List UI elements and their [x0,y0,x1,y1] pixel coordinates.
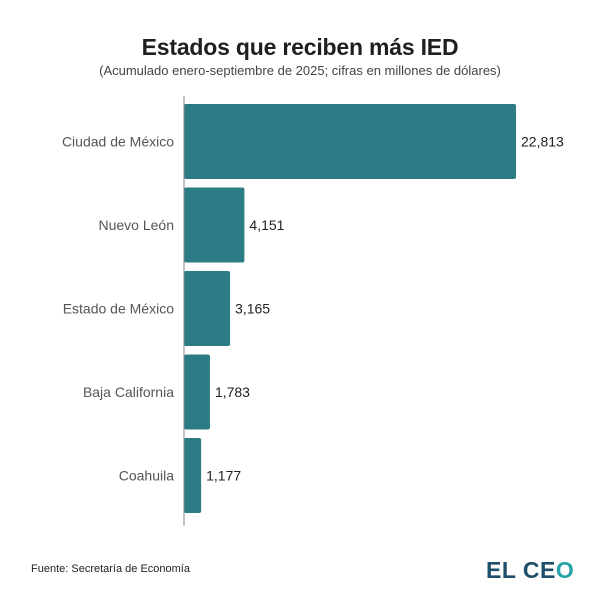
category-label: Coahuila [119,468,174,484]
category-label: Estado de México [63,301,174,317]
value-label: 1,783 [215,384,250,400]
category-label: Nuevo León [98,217,174,233]
value-label: 22,813 [521,134,564,150]
value-label: 4,151 [249,217,284,233]
bar-3 [184,354,210,430]
bar-4 [184,438,202,513]
el-ceo-logo: EL CEO [486,557,574,584]
chart-subtitle: (Acumulado enero-septiembre de 2025; cif… [99,63,501,78]
value-label: 3,165 [235,301,270,317]
value-label: 1,177 [206,468,241,484]
logo-accent: O [555,557,575,583]
category-label: Ciudad de México [62,134,174,150]
chart-title: Estados que reciben más IED [141,34,459,60]
category-label: Baja California [83,384,174,400]
bar-1 [184,187,245,263]
source-note: Fuente: Secretaría de Economía [31,563,190,575]
logo-text: EL CE [486,557,556,583]
bar-2 [184,271,231,346]
bar-0 [184,104,516,179]
